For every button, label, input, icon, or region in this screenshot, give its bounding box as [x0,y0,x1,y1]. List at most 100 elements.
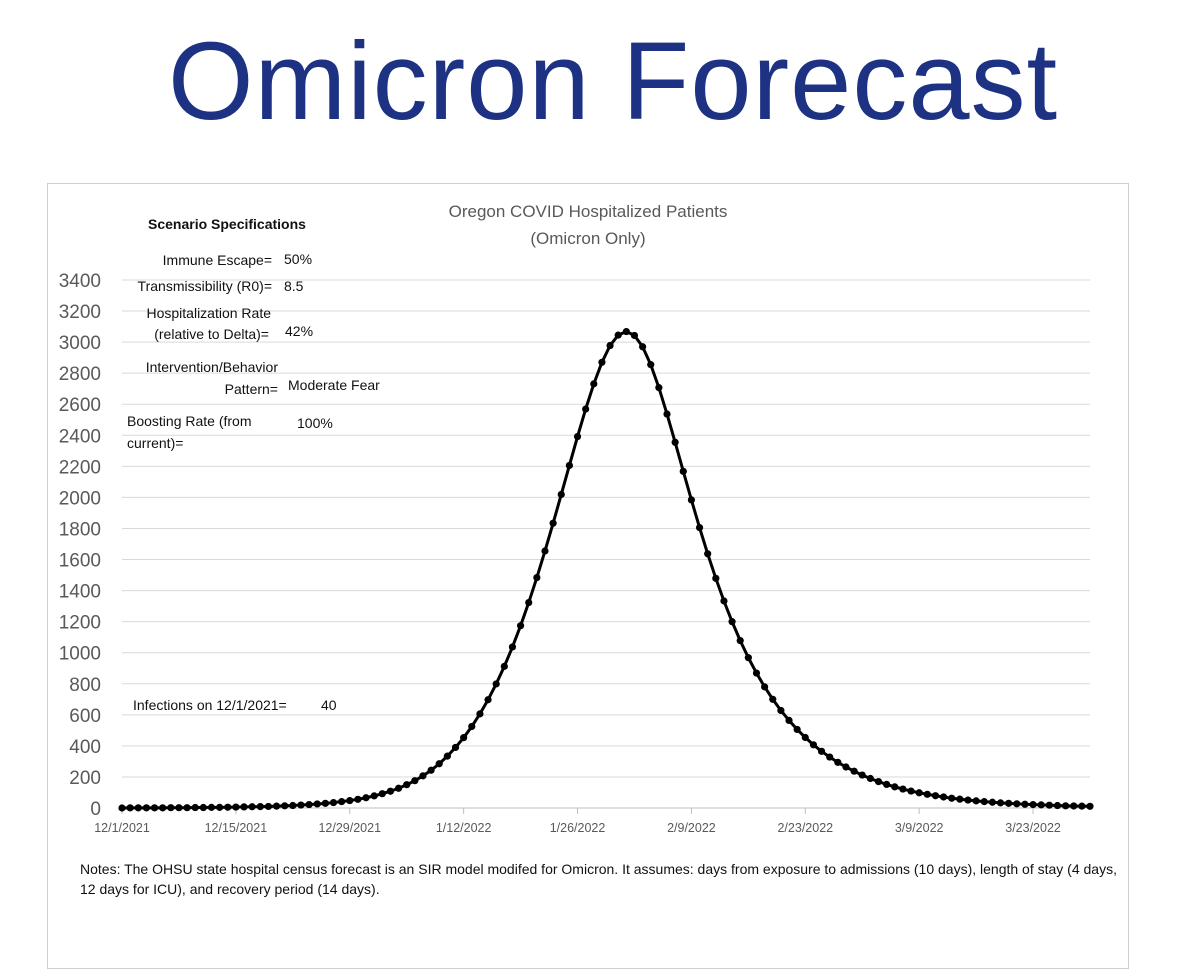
data-point [874,778,883,786]
data-point [216,803,224,811]
data-point [679,467,687,475]
data-point [411,777,419,785]
y-tick-label: 800 [69,675,101,696]
data-point [1037,801,1045,809]
data-point [175,804,183,812]
y-tick-label: 1200 [59,613,101,634]
x-tick-label: 2/23/2022 [777,821,833,835]
data-point [232,803,240,811]
data-point [256,803,264,811]
data-point [777,706,785,715]
spec-immune-escape-label: Immune Escape= [163,252,272,268]
data-point [964,796,972,804]
y-tick-label: 1800 [59,519,101,540]
spec-transmissibility-label: Transmissibility (R0)= [138,278,272,294]
spec-immune-escape-value: 50% [284,251,312,267]
data-point [761,683,769,691]
data-point [826,753,834,761]
data-point [769,695,777,703]
chart-panel [47,183,1129,969]
spec-intervention-label-line-1: Intervention/Behavior [146,359,279,375]
data-point [720,597,728,605]
data-point [655,384,663,392]
data-point [281,802,289,810]
y-tick-label: 3400 [59,271,101,292]
data-point [167,804,175,812]
data-point [264,802,273,811]
data-point [883,780,891,789]
y-tick-label: 0 [90,799,101,820]
data-point [435,760,443,768]
data-point [866,774,874,783]
data-point [142,804,150,812]
data-point [785,716,793,725]
data-point [1045,801,1053,809]
spec-boosting-value: 100% [297,415,333,431]
data-point [394,784,403,792]
data-point [573,432,582,441]
data-point [240,803,248,811]
data-point [126,804,134,812]
x-tick-label: 3/9/2022 [895,821,944,835]
data-point [378,790,386,798]
data-point [817,747,826,755]
data-point [272,802,281,810]
data-point [329,798,338,807]
spec-intervention-label-line-2: Pattern= [225,381,278,397]
x-tick-label: 12/1/2021 [94,821,150,835]
series-line [121,329,1091,810]
spec-hospitalization-label-line-1: Hospitalization Rate [146,305,271,321]
data-point [858,771,866,779]
data-point [533,573,541,582]
data-point [639,343,647,351]
data-point [736,636,744,645]
data-point [793,725,801,734]
data-point [801,733,809,742]
data-point [931,792,940,800]
spec-boosting-label-line-1: Boosting Rate (from [127,413,252,429]
data-point [183,804,191,812]
data-point [305,800,313,809]
data-point [1062,802,1070,810]
data-point [1013,800,1021,808]
data-point [834,758,842,766]
x-tick-label: 12/29/2021 [318,821,381,835]
data-point [525,598,533,607]
data-point [207,803,216,811]
data-point [346,796,354,805]
data-point [988,798,996,806]
specs-heading: Scenario Specifications [148,216,306,232]
data-point [647,361,655,369]
data-point [614,331,622,339]
chart-title: Oregon COVID Hospitalized Patients (Omic… [449,202,728,248]
data-point [850,767,858,775]
data-point [460,734,468,742]
data-point [224,803,232,811]
data-point [484,696,492,704]
x-tick-label: 12/15/2021 [205,821,268,835]
data-point [321,799,329,807]
chart-title-line-2: (Omicron Only) [530,229,645,248]
data-point [1029,800,1037,809]
infections-value: 40 [321,697,337,713]
data-point [980,798,988,806]
spec-boosting-label-line-2: current)= [127,435,183,451]
data-point [598,358,606,366]
data-point [752,669,761,677]
gridlines [122,279,1090,778]
data-point [338,798,346,806]
y-tick-label: 600 [69,706,101,727]
data-point [582,405,590,413]
data-point [362,794,370,802]
forecast-series [118,327,1094,812]
data-point [1078,802,1086,810]
data-point [842,763,850,771]
data-point [354,795,362,803]
spec-transmissibility-value: 8.5 [284,278,304,294]
data-point [996,799,1005,807]
data-point [565,461,573,470]
data-point [541,547,549,555]
y-tick-label: 3200 [59,302,101,323]
infections-label: Infections on 12/1/2021= [133,697,287,713]
